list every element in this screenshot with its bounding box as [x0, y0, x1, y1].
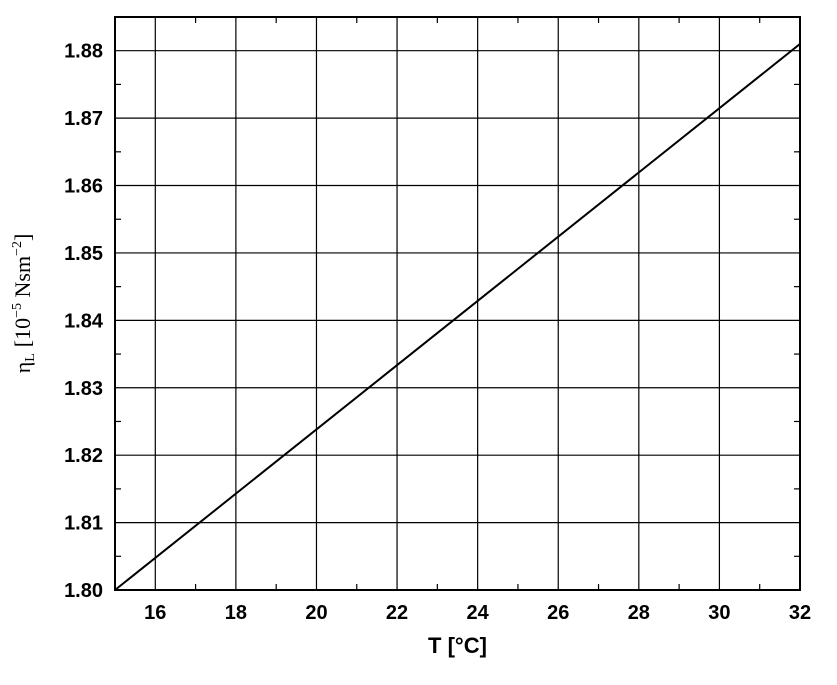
x-tick-label: 24: [467, 602, 490, 624]
x-tick-label: 26: [547, 602, 569, 624]
x-tick-label: 28: [628, 602, 650, 624]
y-axis-unit-suffix: ]: [10, 234, 35, 241]
x-tick-label: 32: [789, 602, 811, 624]
y-axis-unit-mid: Nsm: [10, 256, 35, 303]
y-axis-symbol: η: [10, 362, 35, 374]
y-tick-label: 1.88: [64, 41, 103, 63]
y-tick-label: 1.84: [64, 310, 104, 332]
y-tick-label: 1.83: [64, 378, 103, 400]
y-tick-label: 1.85: [64, 243, 103, 265]
x-tick-label: 16: [144, 602, 166, 624]
data-series: [114, 43, 801, 591]
x-tick-label: 18: [225, 602, 247, 624]
grid-lines: [115, 17, 801, 591]
x-axis-label: T [°C]: [428, 633, 487, 658]
minor-ticks: [115, 16, 800, 590]
y-axis-exponent-1: −5: [10, 303, 25, 318]
x-tick-label: 30: [708, 602, 730, 624]
y-axis-unit-prefix: [10: [10, 318, 35, 347]
x-tick-labels: 16 18 20 22 24 26 28 30 32: [144, 602, 811, 624]
y-axis-exponent-2: −2: [10, 241, 25, 256]
x-tick-label: 22: [386, 602, 408, 624]
y-tick-label: 1.81: [64, 513, 103, 535]
y-tick-label: 1.82: [64, 445, 103, 467]
x-tick-label: 20: [305, 602, 327, 624]
series-line: [114, 43, 801, 591]
y-tick-label: 1.87: [64, 108, 103, 130]
y-axis-label: ηL [10−5 Nsm−2]: [10, 234, 38, 374]
y-tick-label: 1.80: [64, 580, 103, 602]
y-tick-labels: 1.80 1.81 1.82 1.83 1.84 1.85 1.86 1.87 1.88: [64, 41, 104, 602]
y-axis-subscript: L: [23, 353, 38, 362]
y-tick-label: 1.86: [64, 176, 103, 198]
plot-frame: [114, 16, 801, 591]
